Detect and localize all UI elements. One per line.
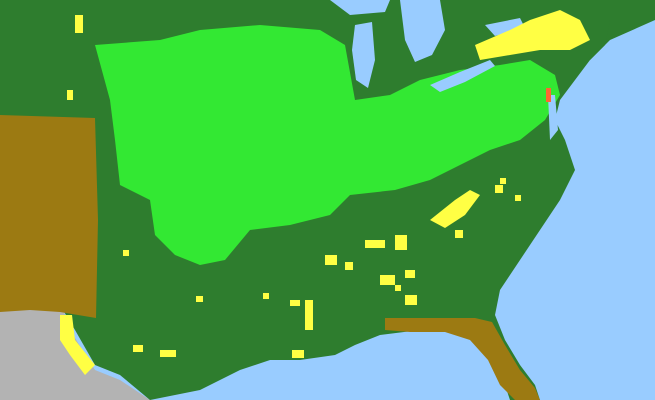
county — [395, 235, 407, 250]
county — [365, 240, 385, 248]
county — [395, 285, 401, 291]
county — [325, 255, 337, 265]
county — [495, 185, 503, 193]
county — [196, 296, 203, 302]
lake-superior — [330, 0, 390, 15]
lake-huron — [400, 0, 445, 62]
lake-erie — [430, 60, 495, 92]
county — [500, 178, 506, 184]
county — [380, 275, 395, 285]
southwest-region — [0, 115, 98, 318]
county — [263, 293, 269, 299]
yellow-counties — [60, 10, 590, 375]
lake-michigan — [352, 22, 375, 88]
lake-ontario — [485, 18, 525, 36]
gulf — [150, 330, 510, 400]
appalachia-region — [430, 190, 480, 228]
county — [305, 300, 313, 330]
county — [75, 15, 83, 33]
chesapeake-bay — [548, 95, 558, 140]
county — [123, 250, 129, 256]
county — [345, 262, 353, 270]
county — [292, 350, 304, 358]
county — [67, 90, 73, 100]
texas-border — [60, 315, 95, 375]
county — [515, 195, 521, 201]
county — [405, 295, 417, 305]
county — [405, 270, 415, 278]
ny-region — [475, 10, 590, 60]
florida-region — [385, 318, 540, 400]
county — [290, 300, 300, 306]
county — [133, 345, 143, 352]
county-high — [546, 88, 551, 102]
county — [455, 230, 463, 238]
county — [160, 350, 176, 357]
